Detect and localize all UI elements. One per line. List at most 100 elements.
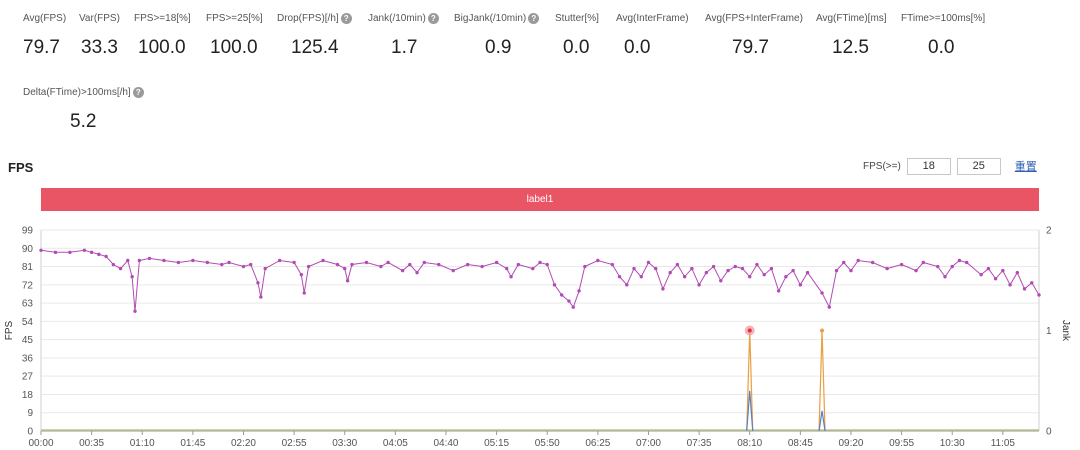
metric-label-text: FPS>=25[%] (206, 13, 263, 24)
fps-threshold-low-input[interactable] (906, 157, 951, 175)
fps-point (690, 266, 694, 271)
fps-point (104, 254, 108, 259)
fps-point (711, 264, 716, 269)
fps-point (1030, 281, 1034, 285)
y-tick-label: 99 (22, 226, 34, 237)
fps-point (827, 305, 831, 309)
metric-label-text: Delta(FTime)>100ms[/h] (23, 87, 131, 98)
x-tick-label: 02:55 (282, 438, 307, 449)
fps-point (465, 262, 470, 267)
metric-value: 0.0 (563, 37, 590, 58)
fps-point (943, 274, 947, 279)
fps-point (798, 283, 803, 287)
label-bar[interactable]: label1 (41, 188, 1039, 211)
fps-point (545, 262, 549, 267)
reset-link[interactable]: 重置 (1014, 161, 1037, 173)
y-tick-label: 45 (22, 335, 34, 346)
metric-value: 79.7 (732, 37, 769, 58)
metric-value: 125.4 (291, 37, 339, 58)
fps-point (784, 274, 788, 279)
metric-label-text: Var(FPS) (79, 13, 120, 24)
fps-point (415, 270, 419, 275)
metric-value: 0.9 (485, 37, 512, 58)
fps-point (292, 260, 296, 265)
fps-point (834, 268, 839, 273)
fps-point (191, 258, 195, 263)
metric-label: Jank(/10min)? (368, 13, 439, 24)
fps-point (1015, 270, 1020, 275)
y-tick-label: 36 (22, 353, 34, 364)
fps-point (531, 266, 535, 271)
fps-point (89, 250, 94, 255)
metric-label-text: Stutter[%] (555, 13, 599, 24)
fps-point (408, 262, 412, 267)
fps-point (849, 268, 853, 273)
fps-point (176, 260, 181, 265)
metric-value: 100.0 (138, 37, 186, 58)
fps-point (625, 283, 629, 287)
metric-value: 12.5 (832, 37, 869, 58)
fps-point (950, 264, 954, 269)
help-icon[interactable]: ? (427, 13, 439, 24)
metric-label: FTime>=100ms[%] (901, 13, 985, 24)
fps-point (249, 262, 253, 267)
fps-point (583, 264, 587, 269)
fps-point (559, 293, 564, 297)
metric-label: Var(FPS) (79, 13, 120, 24)
jank-point (820, 328, 825, 333)
help-icon[interactable]: ? (528, 13, 540, 24)
fps-point (505, 266, 509, 271)
fps-point (675, 262, 680, 267)
x-tick-label: 00:35 (79, 438, 104, 449)
fps-point (748, 274, 752, 279)
y-tick-label: 90 (22, 244, 34, 255)
metric-label: BigJank(/10min)? (454, 13, 540, 24)
fps-point (538, 260, 542, 265)
fps-point (299, 272, 304, 277)
x-tick-label: 08:45 (788, 438, 813, 449)
jank-spike (818, 330, 826, 432)
section-title: FPS (8, 160, 34, 175)
metric-value: 1.7 (391, 37, 418, 58)
bigjank-spike (746, 390, 754, 432)
fps-point (400, 268, 405, 273)
fps-point (386, 260, 390, 265)
x-tick-label: 04:40 (433, 438, 458, 449)
fps-point (147, 256, 152, 261)
bigjank-spike (818, 410, 826, 432)
fps-point (111, 262, 116, 267)
y-tick-label: 81 (22, 262, 34, 273)
metric-value: 100.0 (210, 37, 258, 58)
fps-point (68, 250, 72, 255)
y-tick-label: 0 (27, 427, 33, 438)
fps-series-line (40, 249, 1040, 312)
fps-point (993, 277, 998, 281)
fps-point (885, 266, 889, 271)
y-tick-label: 54 (22, 317, 34, 328)
metric-label-text: Drop(FPS)[/h] (277, 13, 339, 24)
fps-threshold-high-input[interactable] (956, 157, 1001, 175)
help-icon[interactable]: ? (340, 13, 352, 24)
fps-chart[interactable]: 0 9 18 27 36 45 54 63 72 81 90 99 0 1 2 00:00 00:35 01:10… (0, 220, 1080, 450)
metric-label-text: FPS>=18[%] (134, 13, 191, 24)
x-tick-label: 01:10 (130, 438, 155, 449)
metric-label: Drop(FPS)[/h]? (277, 13, 352, 24)
fps-point (379, 264, 383, 269)
fps-point (364, 260, 369, 265)
fps-point (345, 279, 350, 283)
fps-point (552, 283, 557, 287)
fps-point (936, 264, 940, 269)
fps-point (130, 274, 134, 279)
fps-point (422, 260, 426, 265)
help-icon[interactable]: ? (132, 87, 144, 98)
x-tick-label: 09:20 (838, 438, 863, 449)
fps-point (805, 270, 810, 275)
x-tick-label: 09:55 (889, 438, 914, 449)
jank-point (747, 328, 752, 333)
fps-point (921, 260, 925, 265)
fps-point (259, 295, 263, 299)
metric-value: 33.3 (81, 37, 118, 58)
fps-point (118, 266, 123, 271)
metric-label-text: Avg(FPS) (23, 13, 67, 24)
fps-point (571, 305, 575, 309)
